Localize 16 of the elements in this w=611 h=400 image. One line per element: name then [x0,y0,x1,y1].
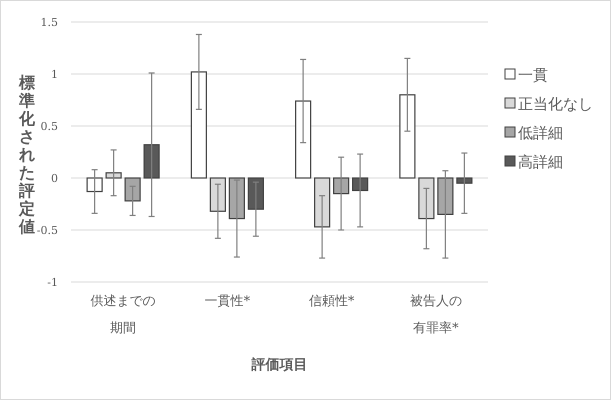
legend-label: 低詳細 [518,124,563,142]
legend-label: 一貫 [518,66,548,84]
x-axis-title: 評価項目 [250,356,308,373]
legend-label: 正当化なし [518,95,593,113]
x-tick-label: 一貫性* [204,294,251,309]
y-tick-label: -1 [47,276,58,289]
y-tick-label: 1.5 [40,16,58,29]
text: 標準化された評定値 [19,73,35,236]
x-tick-label: 供述までの期間 [90,294,156,336]
y-tick-label: 0 [51,172,58,185]
y-tick-label: 1 [51,68,58,81]
x-tick-label: 信頼性* [308,294,355,309]
x-tick-label: 被告人の有罪率* [410,294,462,336]
legend-label: 高詳細 [518,153,563,171]
y-tick-label: 0.5 [40,120,58,133]
y-tick-label: -0.5 [36,224,58,237]
